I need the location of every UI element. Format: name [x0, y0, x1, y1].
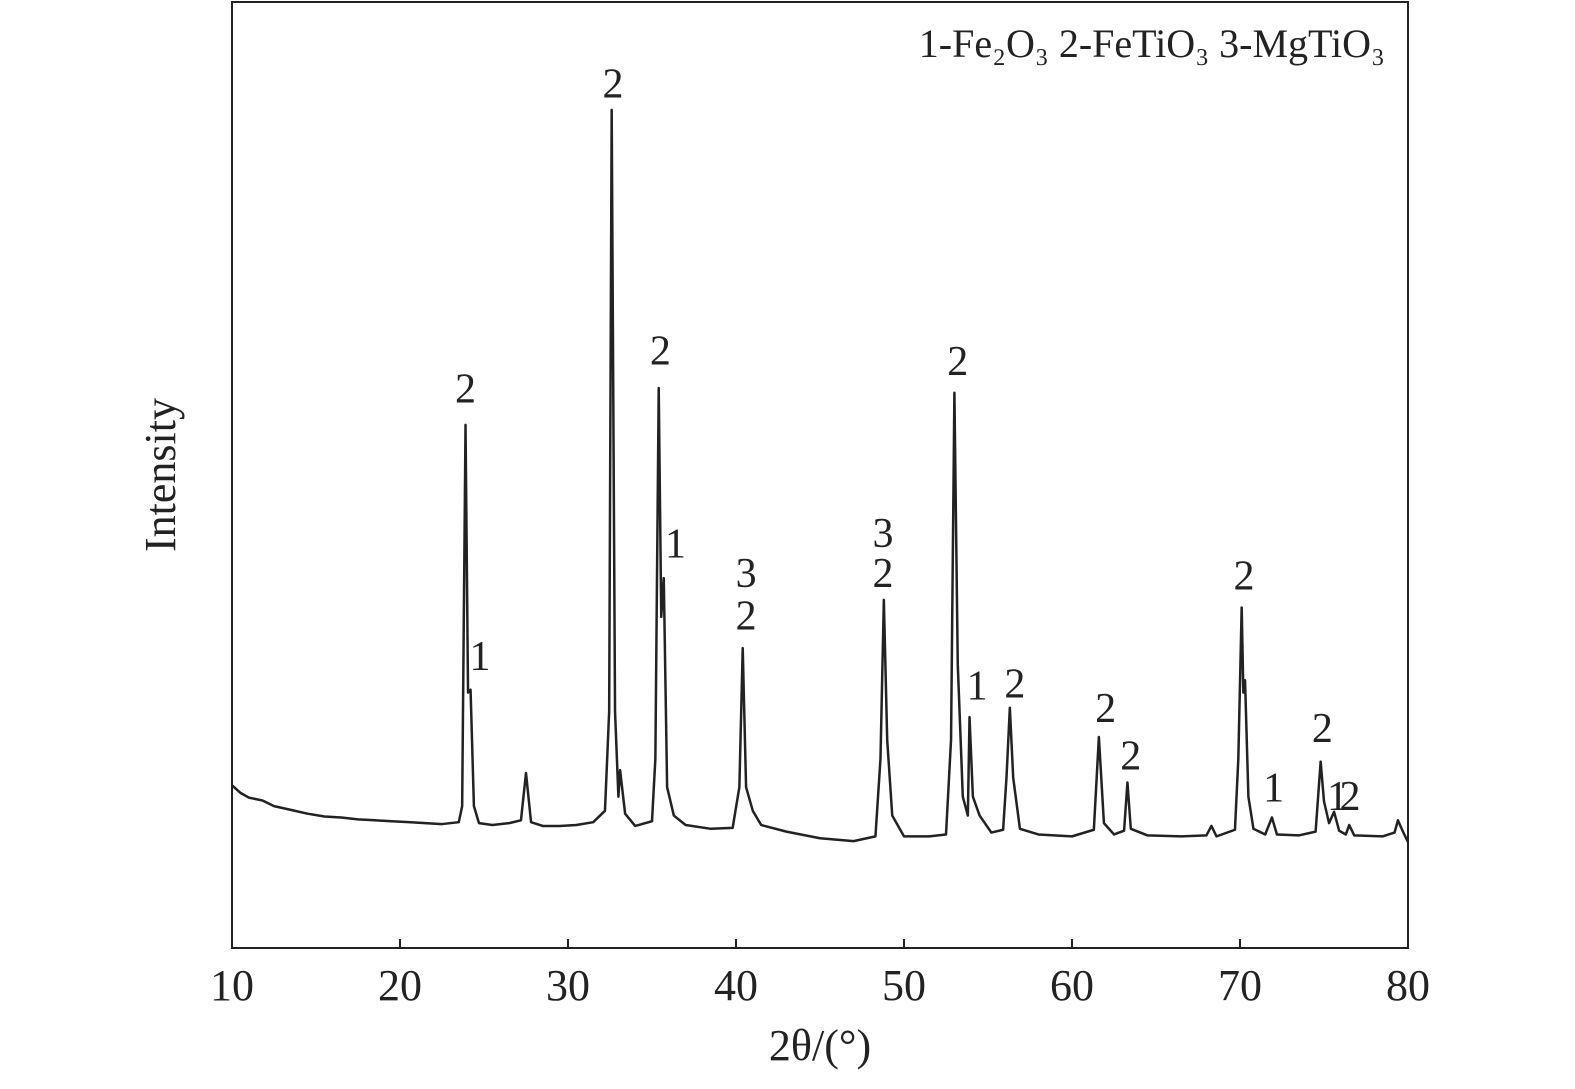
xrd-line	[231, 108, 1410, 843]
peak-label: 3	[736, 551, 757, 597]
x-tick-label: 10	[210, 961, 254, 1010]
phase-key: 1-Fe₂O₃ 2-FeTiO₃ 3-MgTiO₃	[919, 21, 1385, 66]
x-tick-label: 60	[1050, 961, 1094, 1010]
peak-label: 2	[1312, 706, 1333, 752]
y-axis-label: Intensity	[136, 398, 185, 552]
peak-label: 2	[736, 593, 757, 639]
peak-label: 2	[603, 62, 624, 108]
peak-label: 2	[873, 551, 894, 597]
peak-label: 2	[1004, 661, 1025, 707]
peak-label: 2	[1234, 554, 1255, 600]
x-axis-label: 2θ/(°)	[769, 1021, 871, 1070]
peak-label: 1	[469, 634, 490, 680]
plot-frame	[231, 1, 1409, 949]
peak-label: 3	[873, 511, 894, 557]
peak-label: 2	[1095, 686, 1116, 732]
x-tick-label: 40	[714, 961, 758, 1010]
x-tick-label: 80	[1386, 961, 1430, 1010]
peak-label: 1	[967, 663, 988, 709]
peak-label: 2	[1340, 774, 1361, 820]
x-tick-label: 70	[1218, 961, 1262, 1010]
peak-label: 1	[665, 521, 686, 567]
x-tick-label: 20	[378, 961, 422, 1010]
peak-label: 2	[650, 328, 671, 374]
peak-label: 1	[1327, 774, 1348, 820]
peak-label: 2	[947, 339, 968, 385]
x-tick-label: 30	[546, 961, 590, 1010]
x-tick-label: 50	[882, 961, 926, 1010]
peak-label: 1	[1263, 766, 1284, 812]
peak-label: 2	[455, 366, 476, 412]
peak-label: 2	[1120, 733, 1141, 779]
